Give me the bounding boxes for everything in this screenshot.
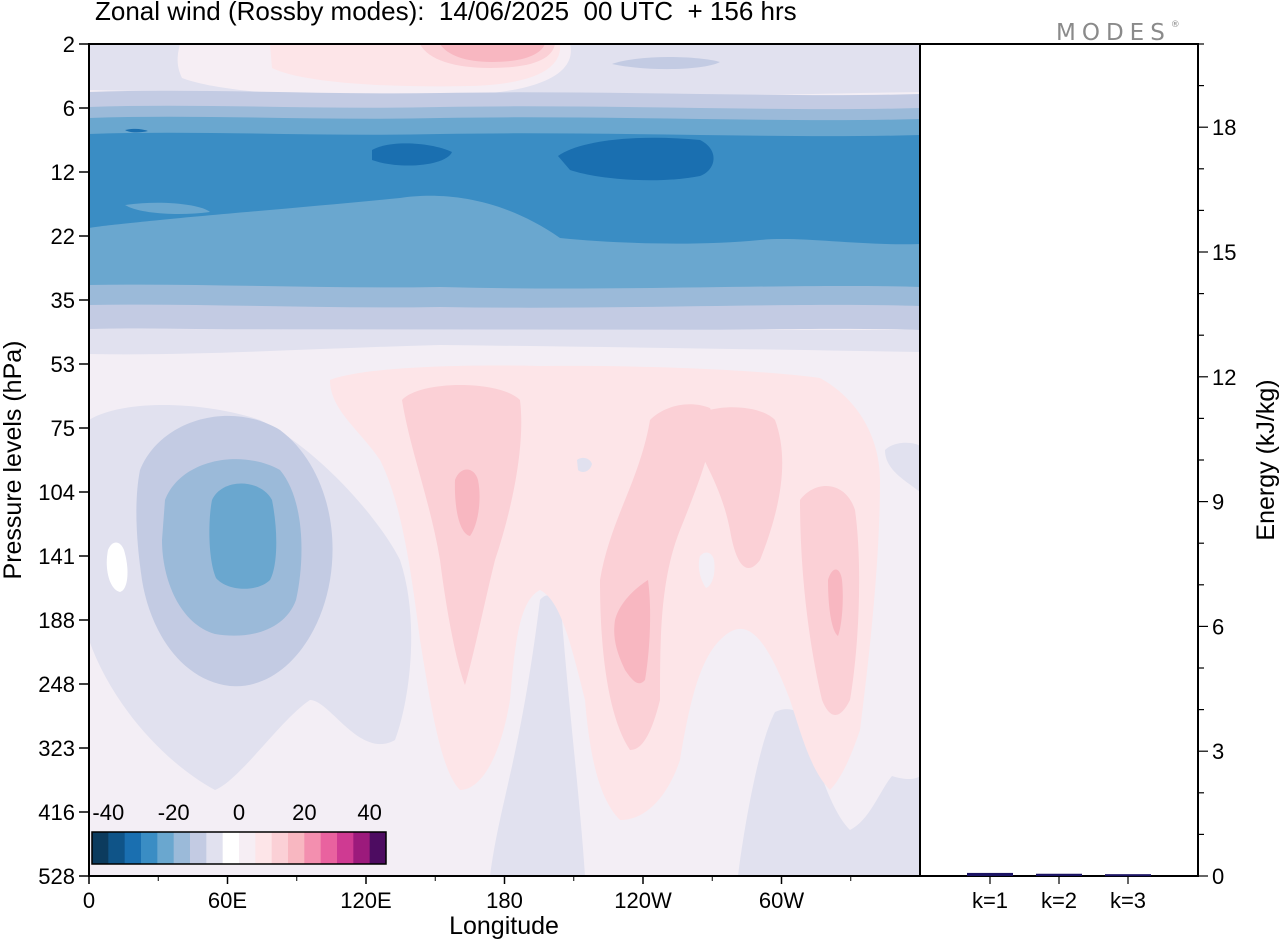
y-tick-label: 75: [51, 416, 75, 441]
colorbar-tick-label: 40: [357, 800, 381, 825]
colorbar-swatch: [337, 832, 354, 864]
colorbar-swatch: [190, 832, 207, 864]
colorbar-labels: -40 -20 0 20 40: [92, 800, 381, 825]
logo-mark: ®: [1170, 20, 1180, 30]
colorbar-tick-label: -20: [158, 800, 190, 825]
energy-axis: 0 3 6 9 12 15 18: [1198, 43, 1236, 889]
colorbar-swatch: [271, 832, 289, 864]
contour-pos-fbd0d6-east-2: [688, 407, 783, 569]
y-tick-label: 141: [38, 544, 75, 569]
energy-categories: k=1 k=2 k=3: [972, 876, 1146, 913]
colorbar-tick-label: 20: [292, 800, 316, 825]
colorbar-swatch: [108, 832, 126, 864]
modes-logo: MODES®: [1056, 20, 1180, 46]
contour-pos-fbd0d6-west: [402, 385, 522, 685]
y-tick-label: 188: [38, 608, 75, 633]
contour-top-blue-blob: [612, 57, 720, 70]
colorbar-swatch: [304, 832, 322, 864]
colorbar-swatch: [255, 832, 273, 864]
x-tick-label: 120W: [614, 888, 672, 913]
contour-pos-f8b7c1-1: [454, 469, 480, 536]
contour-tongue-right-edge: [885, 442, 920, 492]
colorbar-swatch: [239, 832, 256, 864]
pressure-axis: 2 6 12 22 35 53 75 104 141 188 248 323 416 528: [38, 32, 89, 889]
contour-blue-bottom-strip: [89, 329, 920, 355]
energy-tick-label: 9: [1212, 490, 1224, 515]
y-tick-label: 2: [63, 32, 75, 57]
x-axis-label: Longitude: [449, 912, 559, 940]
contour-tongue-east: [738, 709, 920, 876]
energy-tick-label: 0: [1212, 864, 1224, 889]
y-tick-label: 248: [38, 672, 75, 697]
energy-category-label: k=1: [972, 888, 1008, 913]
x-tick-label: 60W: [759, 888, 804, 913]
y-tick-label: 104: [38, 480, 75, 505]
contour-pos-small-blob: [577, 457, 592, 472]
colorbar-swatch: [206, 832, 224, 864]
energy-category-label: k=2: [1041, 888, 1077, 913]
energy-tick-label: 12: [1212, 365, 1236, 390]
colorbar-swatch: [173, 832, 191, 864]
chart-title: Zonal wind (Rossby modes): 14/06/2025 00…: [95, 0, 797, 26]
logo-text: MODES: [1056, 20, 1171, 46]
y-axis-label: Pressure levels (hPa): [0, 341, 27, 580]
y-tick-label: 12: [51, 160, 75, 185]
energy-category-label: k=3: [1110, 888, 1146, 913]
colorbar-swatch: [320, 832, 338, 864]
contour-core-east: [558, 137, 714, 181]
colorbar-swatch: [141, 832, 158, 864]
contour-core-west: [372, 143, 452, 166]
energy-bar: [1036, 873, 1082, 876]
energy-tick-label: 6: [1212, 614, 1224, 639]
x-tick-label: 180: [486, 888, 523, 913]
colorbar-swatch: [92, 832, 109, 864]
colorbar-frame: [91, 831, 387, 865]
longitude-axis: 0 60E 120E 180 120W 60W: [83, 876, 852, 913]
contour-jet-inner-light: [125, 202, 210, 214]
colorbar-tick-label: -40: [92, 800, 124, 825]
energy-plot-frame: [919, 43, 1199, 877]
colorbar-swatch: [369, 832, 387, 864]
contour-pos-f8b7c1-3: [828, 569, 843, 636]
y-tick-label: 22: [51, 224, 75, 249]
y-tick-label: 35: [51, 288, 75, 313]
y-tick-label: 528: [38, 864, 75, 889]
contour-tongue-center: [490, 595, 585, 876]
colorbar-swatch: [353, 832, 371, 864]
contour-core-speck: [125, 128, 148, 133]
colorbar-tick-label: 0: [233, 800, 245, 825]
colorbar-swatch: [288, 832, 305, 864]
contour-west-white-spot: [106, 542, 128, 592]
x-tick-label: 120E: [340, 888, 391, 913]
colorbar-swatch: [222, 832, 240, 864]
energy-tick-label: 18: [1212, 115, 1236, 140]
contour-pos-f8b7c1-2: [614, 580, 651, 684]
colorbar: [91, 831, 387, 865]
contour-field: [89, 44, 920, 876]
energy-tick-label: 15: [1212, 240, 1236, 265]
energy-bars: [967, 872, 1151, 877]
x-tick-label: 60E: [208, 888, 247, 913]
y-tick-label: 53: [51, 352, 75, 377]
contour-pos-white-spot: [698, 552, 715, 588]
y-tick-label: 323: [38, 736, 75, 761]
y-tick-label: 416: [38, 800, 75, 825]
energy-tick-label: 3: [1212, 739, 1224, 764]
y-tick-label: 6: [63, 96, 75, 121]
contour-west-6aa7cf: [209, 483, 277, 589]
colorbar-swatch: [124, 832, 142, 864]
colorbar-swatch: [157, 832, 175, 864]
x-tick-label: 0: [83, 888, 95, 913]
energy-bar: [1105, 874, 1151, 877]
energy-bar: [967, 872, 1013, 876]
contour-top-pink-3: [440, 44, 545, 62]
energy-axis-label: Energy (kJ/kg): [1252, 379, 1280, 540]
